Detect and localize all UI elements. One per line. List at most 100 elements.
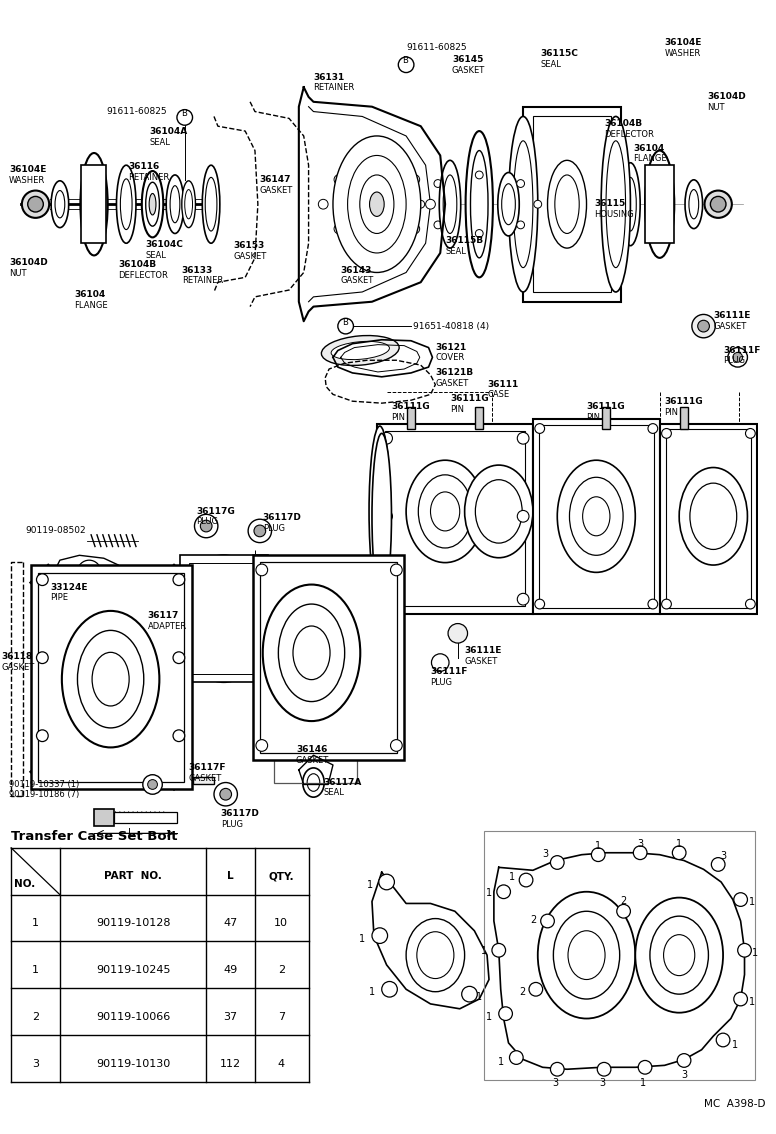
Text: 1: 1 [640, 1078, 646, 1088]
Ellipse shape [369, 192, 384, 217]
Circle shape [338, 319, 353, 333]
Text: 1: 1 [32, 919, 39, 928]
Bar [377, 424, 533, 613]
Circle shape [83, 566, 95, 577]
Circle shape [390, 739, 402, 752]
Text: GASKET: GASKET [452, 66, 485, 75]
Ellipse shape [656, 189, 663, 219]
Text: 36104: 36104 [633, 144, 664, 153]
Text: 4: 4 [278, 1058, 285, 1068]
Text: 1: 1 [481, 946, 487, 956]
Circle shape [434, 221, 442, 229]
Text: 90119-10130: 90119-10130 [96, 1058, 170, 1068]
Text: 3: 3 [681, 1070, 687, 1080]
Circle shape [173, 574, 185, 585]
Circle shape [381, 593, 393, 606]
Circle shape [550, 1063, 564, 1076]
Circle shape [692, 314, 715, 338]
Text: 36111: 36111 [487, 380, 518, 389]
Circle shape [173, 652, 185, 663]
Circle shape [550, 856, 564, 870]
Text: 36111E: 36111E [713, 312, 750, 321]
Polygon shape [11, 562, 23, 796]
Text: PLUG: PLUG [221, 820, 243, 829]
Circle shape [318, 200, 328, 209]
Ellipse shape [570, 477, 623, 556]
Polygon shape [333, 340, 432, 376]
Text: B: B [181, 109, 187, 118]
Text: 91611-60825: 91611-60825 [107, 107, 168, 116]
Circle shape [195, 515, 218, 538]
Polygon shape [372, 872, 489, 1009]
Circle shape [143, 775, 162, 794]
Bar [680, 407, 688, 429]
Ellipse shape [689, 189, 698, 219]
Text: SEAL: SEAL [324, 788, 344, 797]
Bar [523, 107, 621, 302]
Circle shape [746, 429, 755, 438]
Text: GASKET: GASKET [435, 379, 469, 388]
Bar [30, 565, 192, 789]
Text: 1: 1 [752, 948, 758, 958]
Ellipse shape [548, 160, 587, 248]
Circle shape [517, 179, 525, 187]
Circle shape [598, 1063, 611, 1076]
Bar [253, 556, 404, 760]
Circle shape [476, 229, 483, 237]
Text: 36111G: 36111G [664, 397, 703, 406]
Text: FLANGE: FLANGE [74, 301, 108, 310]
Text: 36117D: 36117D [263, 514, 302, 523]
Text: 2: 2 [278, 965, 285, 975]
Text: GASKET: GASKET [260, 186, 293, 195]
Text: L: L [128, 828, 133, 838]
Polygon shape [341, 345, 420, 372]
Ellipse shape [476, 480, 522, 543]
Bar [94, 809, 113, 827]
Text: 36111G: 36111G [391, 403, 430, 412]
Ellipse shape [601, 117, 630, 291]
Text: 3: 3 [637, 839, 643, 849]
Text: QTY.: QTY. [268, 871, 294, 881]
Text: RETAINER: RETAINER [128, 174, 169, 181]
Bar [81, 166, 106, 243]
Ellipse shape [557, 460, 636, 573]
Text: 36117A: 36117A [324, 778, 362, 787]
Ellipse shape [690, 483, 736, 550]
Bar [533, 117, 611, 291]
Circle shape [534, 201, 542, 209]
Circle shape [410, 225, 420, 234]
Text: 36115B: 36115B [445, 236, 483, 245]
Ellipse shape [568, 931, 605, 980]
Ellipse shape [51, 180, 69, 228]
Circle shape [390, 564, 402, 576]
Text: 90119-10186 (7): 90119-10186 (7) [9, 790, 79, 799]
Ellipse shape [406, 460, 484, 562]
Ellipse shape [279, 604, 345, 702]
Text: HOUSING: HOUSING [594, 210, 634, 219]
Text: RETAINER: RETAINER [182, 277, 223, 286]
Circle shape [372, 928, 387, 943]
Ellipse shape [149, 194, 156, 215]
Circle shape [492, 943, 506, 957]
Circle shape [497, 885, 511, 898]
Ellipse shape [651, 170, 668, 238]
Text: 36104E: 36104E [9, 166, 47, 175]
Circle shape [733, 353, 743, 362]
Circle shape [425, 200, 435, 209]
Text: 2: 2 [519, 988, 525, 997]
Text: 1: 1 [476, 992, 483, 1002]
Text: 1: 1 [750, 897, 755, 907]
Ellipse shape [465, 465, 533, 558]
Circle shape [662, 599, 671, 609]
Text: Transfer Case Set Bolt: Transfer Case Set Bolt [11, 830, 178, 843]
Ellipse shape [369, 426, 390, 596]
Polygon shape [299, 87, 445, 321]
Text: 36116: 36116 [128, 162, 159, 171]
Text: SEAL: SEAL [541, 60, 562, 69]
Text: DEFLECTOR: DEFLECTOR [604, 130, 654, 139]
Polygon shape [55, 556, 123, 585]
Circle shape [728, 348, 747, 367]
Text: 1: 1 [509, 872, 515, 882]
Text: NUT: NUT [708, 103, 725, 112]
Text: 1: 1 [732, 1040, 738, 1050]
